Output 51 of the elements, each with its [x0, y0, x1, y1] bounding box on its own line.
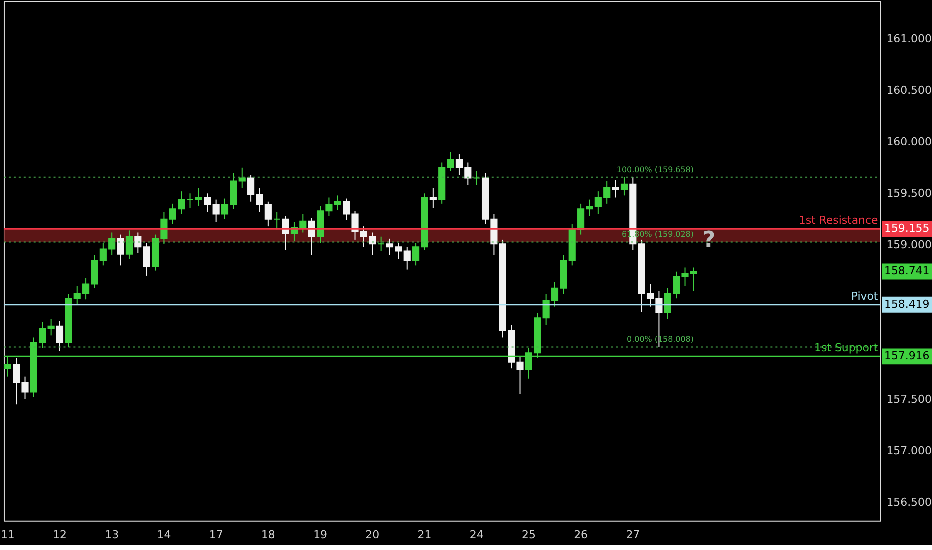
x-tick-label: 26	[574, 528, 588, 542]
x-tick-label: 11	[0, 528, 15, 542]
candlestick	[334, 195, 342, 211]
x-tick-label: 25	[522, 528, 536, 542]
candlestick	[48, 318, 55, 336]
candlestick	[126, 230, 134, 260]
candlestick	[282, 216, 290, 251]
x-tick-label: 20	[366, 528, 380, 542]
candlestick	[117, 234, 124, 266]
annotation: ?	[703, 228, 716, 254]
candlestick	[378, 236, 385, 252]
candlestick	[186, 193, 194, 209]
candlestick	[404, 246, 411, 270]
y-tick-label: 160.500	[886, 84, 932, 98]
candlestick	[143, 242, 150, 276]
candlestick	[274, 212, 281, 230]
candlestick	[308, 218, 316, 256]
y-tick-label: 159.500	[886, 187, 932, 200]
x-tick-label: 18	[261, 528, 276, 542]
x-tick-label: 24	[470, 528, 484, 542]
y-tick-label: 156.500	[886, 496, 932, 509]
x-tick-label: 12	[53, 528, 67, 542]
candlestick	[56, 320, 64, 352]
y-tick-label: 157.000	[886, 444, 932, 458]
y-tick-label: 160.000	[886, 136, 932, 149]
candlestick	[195, 188, 202, 206]
x-tick-label: 27	[626, 528, 640, 542]
ref-line-label: 1st Resistance	[798, 214, 878, 228]
text: 158.741	[884, 264, 930, 278]
candlestick	[238, 167, 246, 189]
text: 158.419	[884, 298, 930, 311]
ref-line-label: 100.00% (159.658)	[616, 165, 694, 174]
candlestick	[612, 180, 620, 198]
x-tick-label: 17	[209, 528, 224, 542]
ref-line-label: Pivot	[851, 290, 879, 303]
x-tick-label: 21	[418, 528, 432, 542]
candlestick	[473, 170, 480, 186]
candlestick	[204, 193, 212, 213]
text: 157.916	[884, 350, 930, 363]
x-tick-label: 19	[314, 528, 328, 542]
candlestick	[430, 188, 437, 209]
x-tick-label: 14	[157, 528, 172, 542]
text: 159.155	[884, 222, 930, 236]
ref-line-label: 1st Support	[814, 342, 879, 355]
y-tick-label: 157.500	[886, 392, 932, 406]
x-tick-label: 13	[105, 528, 120, 542]
y-tick-label: 159.000	[886, 238, 932, 252]
y-tick-label: 161.000	[886, 32, 932, 46]
candlestick	[134, 232, 142, 254]
candlestick	[620, 176, 628, 196]
candlestick	[212, 199, 220, 223]
